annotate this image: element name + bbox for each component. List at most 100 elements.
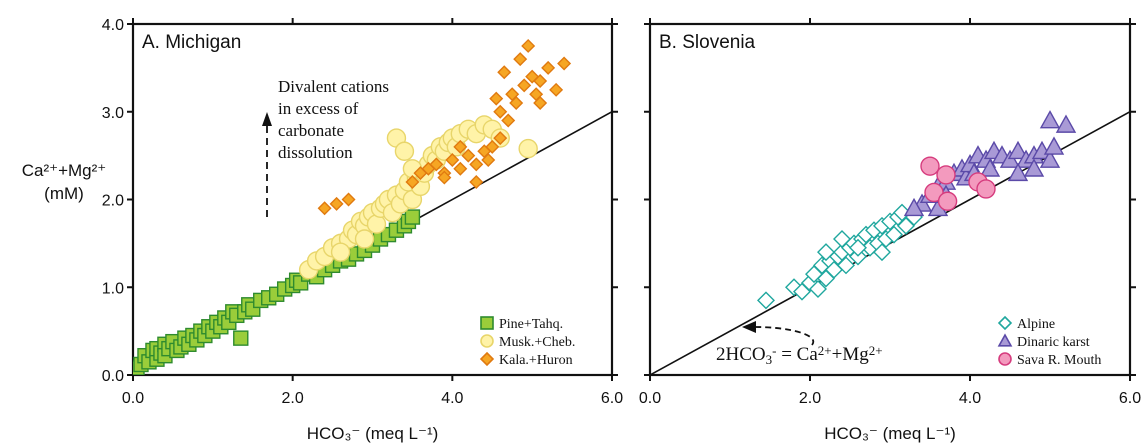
legend-label: Kala.+Huron	[499, 353, 573, 368]
plot-area	[133, 38, 612, 375]
x-tick-label: 4.0	[441, 390, 463, 407]
panel-title: A. Michigan	[142, 32, 241, 53]
legend-marker	[480, 316, 494, 330]
legend-label: Sava R. Mouth	[1017, 353, 1101, 368]
data-point	[1055, 114, 1077, 133]
data-point	[518, 138, 538, 159]
panel-title: B. Slovenia	[659, 32, 756, 53]
legend-label: Alpine	[1017, 317, 1055, 332]
y-axis-title-line1: Ca²⁺+Mg²⁺	[22, 161, 107, 180]
data-point	[429, 157, 444, 172]
x-tick-label: 2.0	[799, 390, 821, 407]
data-point	[517, 78, 532, 93]
equation-arrow-shaft	[754, 326, 815, 346]
data-point	[533, 95, 548, 110]
data-point	[404, 209, 421, 225]
annotation-text: in excess of	[278, 99, 359, 118]
y-tick-label: 3.0	[102, 105, 124, 122]
data-point	[341, 192, 356, 207]
series-alpine	[757, 203, 923, 310]
plot-area	[650, 110, 1130, 375]
data-point	[493, 131, 508, 146]
equation-arrow-head	[742, 321, 756, 333]
x-axis-title: HCO₃⁻ (meq L⁻¹)	[824, 424, 956, 443]
data-point	[330, 242, 351, 262]
data-point	[489, 91, 504, 106]
data-point	[1023, 158, 1045, 177]
data-point	[849, 238, 867, 257]
data-point	[509, 95, 524, 110]
legend-marker	[997, 315, 1013, 331]
data-point	[497, 65, 512, 80]
data-point	[354, 229, 375, 249]
data-point	[873, 243, 891, 262]
data-point	[469, 174, 484, 189]
data-point	[366, 214, 387, 234]
data-point	[557, 56, 572, 71]
data-point	[976, 179, 996, 199]
x-tick-label: 0.0	[639, 390, 661, 407]
data-point	[493, 104, 508, 119]
legend-label: Dinaric karst	[1017, 335, 1090, 350]
data-point	[521, 38, 536, 53]
data-point	[394, 141, 415, 161]
x-tick-label: 4.0	[959, 390, 981, 407]
data-point	[405, 174, 420, 189]
data-point	[885, 225, 903, 244]
data-point	[453, 161, 468, 176]
data-point	[501, 113, 516, 128]
y-tick-label: 4.0	[102, 17, 124, 34]
data-point	[1007, 162, 1029, 182]
data-point	[937, 191, 958, 211]
data-point	[924, 182, 944, 203]
data-point	[445, 153, 460, 168]
legend-marker	[480, 334, 494, 348]
data-point	[469, 157, 484, 172]
data-point	[513, 52, 528, 67]
plot-frame	[648, 22, 1132, 377]
data-point	[1043, 136, 1065, 155]
data-point	[453, 139, 468, 154]
data-point	[936, 165, 956, 185]
equation-annotation: 2HCO3- = Ca2++Mg2+	[716, 343, 883, 367]
annotation-arrow-head	[262, 112, 272, 126]
data-point	[757, 291, 775, 310]
data-point	[1039, 149, 1061, 168]
data-point	[809, 280, 827, 298]
data-point	[329, 196, 344, 211]
data-point	[481, 153, 496, 168]
data-point	[920, 156, 940, 176]
data-point	[485, 139, 500, 154]
data-point	[437, 170, 452, 185]
series-sava-r-mouth	[920, 156, 996, 211]
data-point	[817, 243, 835, 262]
x-tick-label: 6.0	[601, 390, 623, 407]
x-tick-label: 0.0	[122, 390, 144, 407]
annotation-text: dissolution	[278, 143, 353, 162]
legend-label: Pine+Tahq.	[499, 317, 563, 332]
y-tick-label: 0.0	[102, 368, 124, 385]
series-kala-huron	[317, 38, 572, 216]
legend-label: Musk.+Cheb.	[499, 335, 575, 350]
data-point	[837, 256, 855, 275]
data-point	[533, 74, 548, 89]
data-point	[461, 148, 476, 163]
y-axis-title-line2: (mM)	[44, 184, 84, 203]
y-tick-label: 1.0	[102, 280, 124, 297]
y-tick-label: 2.0	[102, 193, 124, 210]
legend-marker	[997, 333, 1013, 347]
data-point	[233, 330, 249, 346]
data-point	[979, 158, 1001, 177]
panel-slovenia: 0.0 2.0 4.0 6.0 HCO₃⁻ (meq L⁻¹) B. Slovenia Al…	[639, 18, 1141, 443]
data-point	[833, 229, 851, 248]
data-point	[903, 197, 925, 217]
data-point	[541, 60, 556, 75]
annotation-text: Divalent cations	[278, 77, 389, 96]
data-point	[549, 82, 564, 97]
x-axis-title: HCO₃⁻ (meq L⁻¹)	[307, 424, 439, 443]
data-point	[1007, 140, 1029, 160]
data-point	[317, 201, 332, 216]
data-point	[1039, 110, 1061, 129]
